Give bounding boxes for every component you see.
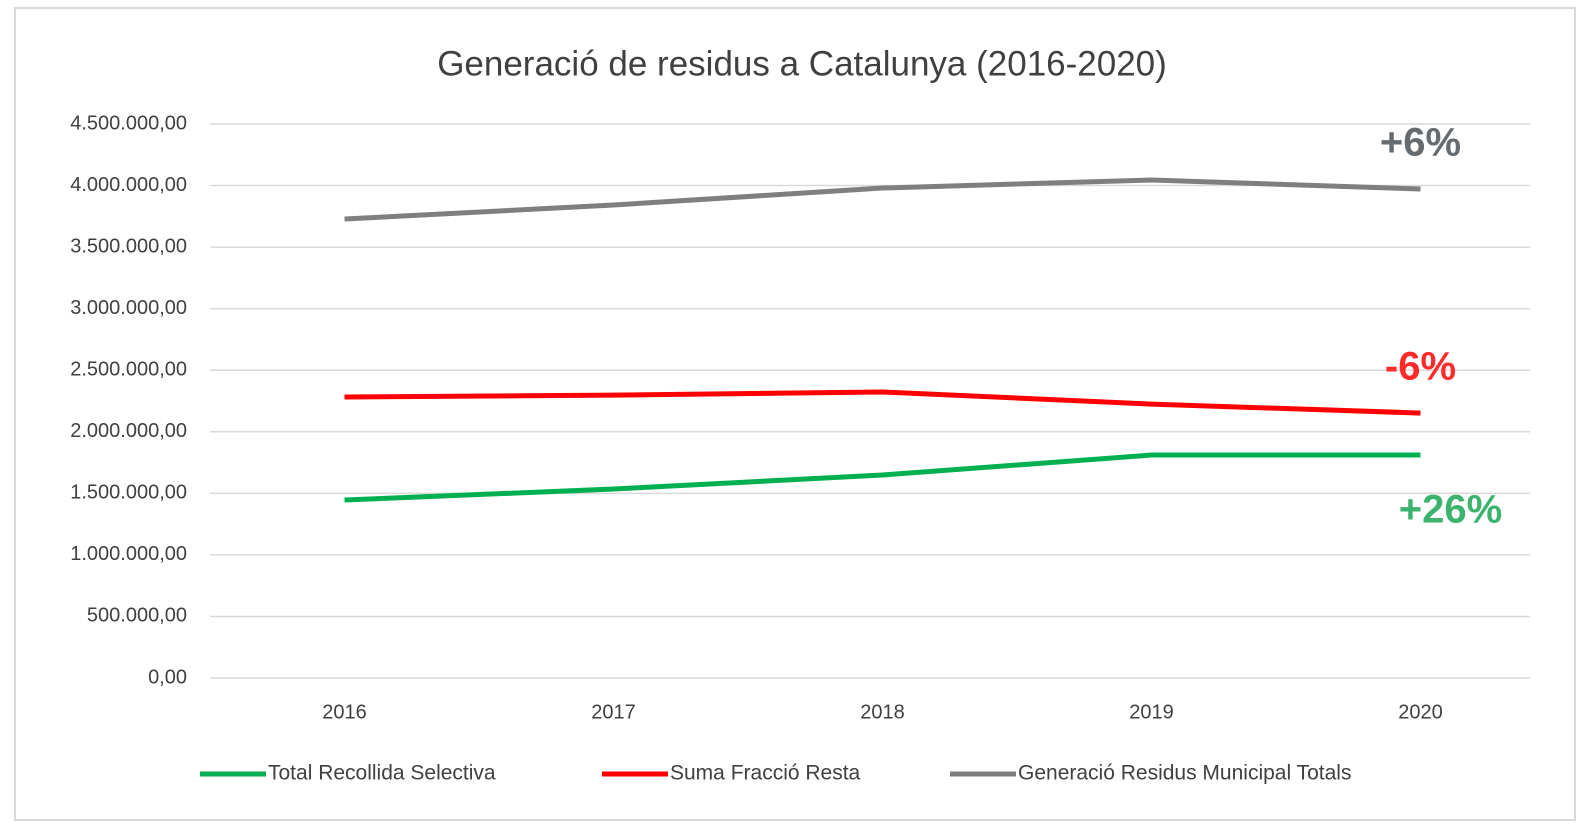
y-tick-label: 2.500.000,00 — [70, 359, 187, 381]
x-tick-label: 2018 — [860, 701, 905, 723]
annotation: -6% — [1385, 345, 1456, 389]
y-tick-label: 4.000.000,00 — [70, 174, 187, 196]
y-tick-label: 4.500.000,00 — [70, 112, 187, 134]
x-tick-label: 2019 — [1129, 701, 1174, 723]
series-line — [344, 452, 1421, 503]
annotation: +26% — [1399, 488, 1502, 532]
y-tick-label: 1.500.000,00 — [70, 482, 187, 504]
x-tick-label: 2020 — [1398, 701, 1443, 723]
y-tick-label: 0,00 — [148, 666, 187, 688]
chart-title: Generació de residus a Catalunya (2016-2… — [437, 44, 1167, 83]
y-tick-label: 500.000,00 — [87, 605, 187, 627]
legend-label: Suma Fracció Resta — [670, 762, 861, 785]
x-tick-label: 2017 — [591, 701, 636, 723]
x-tick-label: 2016 — [322, 701, 367, 723]
series-line — [344, 389, 1421, 416]
annotation: +6% — [1380, 121, 1461, 165]
chart-frame — [14, 7, 1576, 821]
legend-label: Total Recollida Selectiva — [268, 762, 496, 785]
legend-label: Generació Residus Municipal Totals — [1018, 762, 1351, 785]
y-tick-label: 3.000.000,00 — [70, 297, 187, 319]
y-tick-label: 1.000.000,00 — [70, 543, 187, 565]
series-line — [344, 177, 1421, 222]
y-tick-label: 2.000.000,00 — [70, 420, 187, 442]
y-tick-label: 3.500.000,00 — [70, 235, 187, 257]
